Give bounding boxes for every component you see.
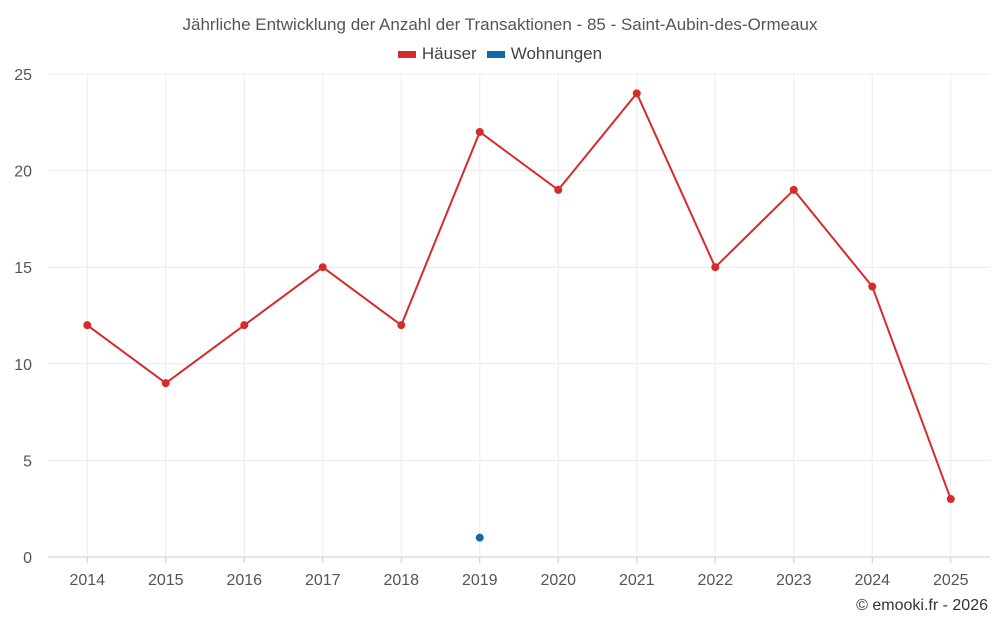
- x-tick-label: 2014: [69, 572, 105, 589]
- x-tick-label: 2018: [383, 572, 419, 589]
- legend: Häuser Wohnungen: [0, 44, 1000, 64]
- data-point-haeuser: [475, 127, 484, 136]
- data-point-haeuser: [83, 321, 92, 330]
- chart-title: Jährliche Entwicklung der Anzahl der Tra…: [182, 15, 818, 34]
- legend-swatch-wohnungen: [486, 50, 505, 58]
- data-point-haeuser: [554, 185, 563, 194]
- data-point-haeuser: [318, 263, 327, 272]
- data-point-haeuser: [946, 495, 955, 504]
- data-point-haeuser: [161, 379, 170, 388]
- x-tick-label: 2022: [697, 572, 733, 589]
- legend-swatch-haeuser: [397, 50, 416, 58]
- y-tick-label: 15: [14, 260, 32, 277]
- y-tick-label: 0: [23, 550, 32, 567]
- data-point-haeuser: [397, 321, 406, 330]
- y-tick-label: 10: [14, 357, 32, 374]
- x-tick-label: 2019: [462, 572, 498, 589]
- x-tick-label: 2020: [540, 572, 576, 589]
- x-tick-label: 2021: [619, 572, 655, 589]
- x-tick-label: 2015: [148, 572, 184, 589]
- data-point-haeuser: [240, 321, 249, 330]
- legend-label-haeuser: Häuser: [421, 44, 477, 63]
- y-tick-label: 25: [14, 67, 32, 84]
- x-tick-label: 2017: [305, 572, 341, 589]
- x-tick-label: 2023: [776, 572, 812, 589]
- series-line-haeuser: [86, 92, 952, 500]
- legend-item-haeuser[interactable]: Häuser: [397, 44, 477, 64]
- data-point-haeuser: [868, 282, 877, 291]
- data-point-haeuser: [711, 263, 720, 272]
- credit-text: © emooki.fr - 2026: [856, 597, 988, 614]
- data-point-haeuser: [632, 89, 641, 98]
- data-point-haeuser: [789, 185, 798, 194]
- data-point-wohnungen: [475, 533, 484, 542]
- x-tick-label: 2025: [933, 572, 969, 589]
- x-tick-label: 2016: [226, 572, 262, 589]
- y-tick-label: 20: [14, 164, 32, 181]
- y-tick-label: 5: [23, 453, 32, 470]
- legend-item-wohnungen[interactable]: Wohnungen: [486, 44, 603, 64]
- x-tick-label: 2024: [854, 572, 890, 589]
- legend-label-wohnungen: Wohnungen: [510, 44, 603, 63]
